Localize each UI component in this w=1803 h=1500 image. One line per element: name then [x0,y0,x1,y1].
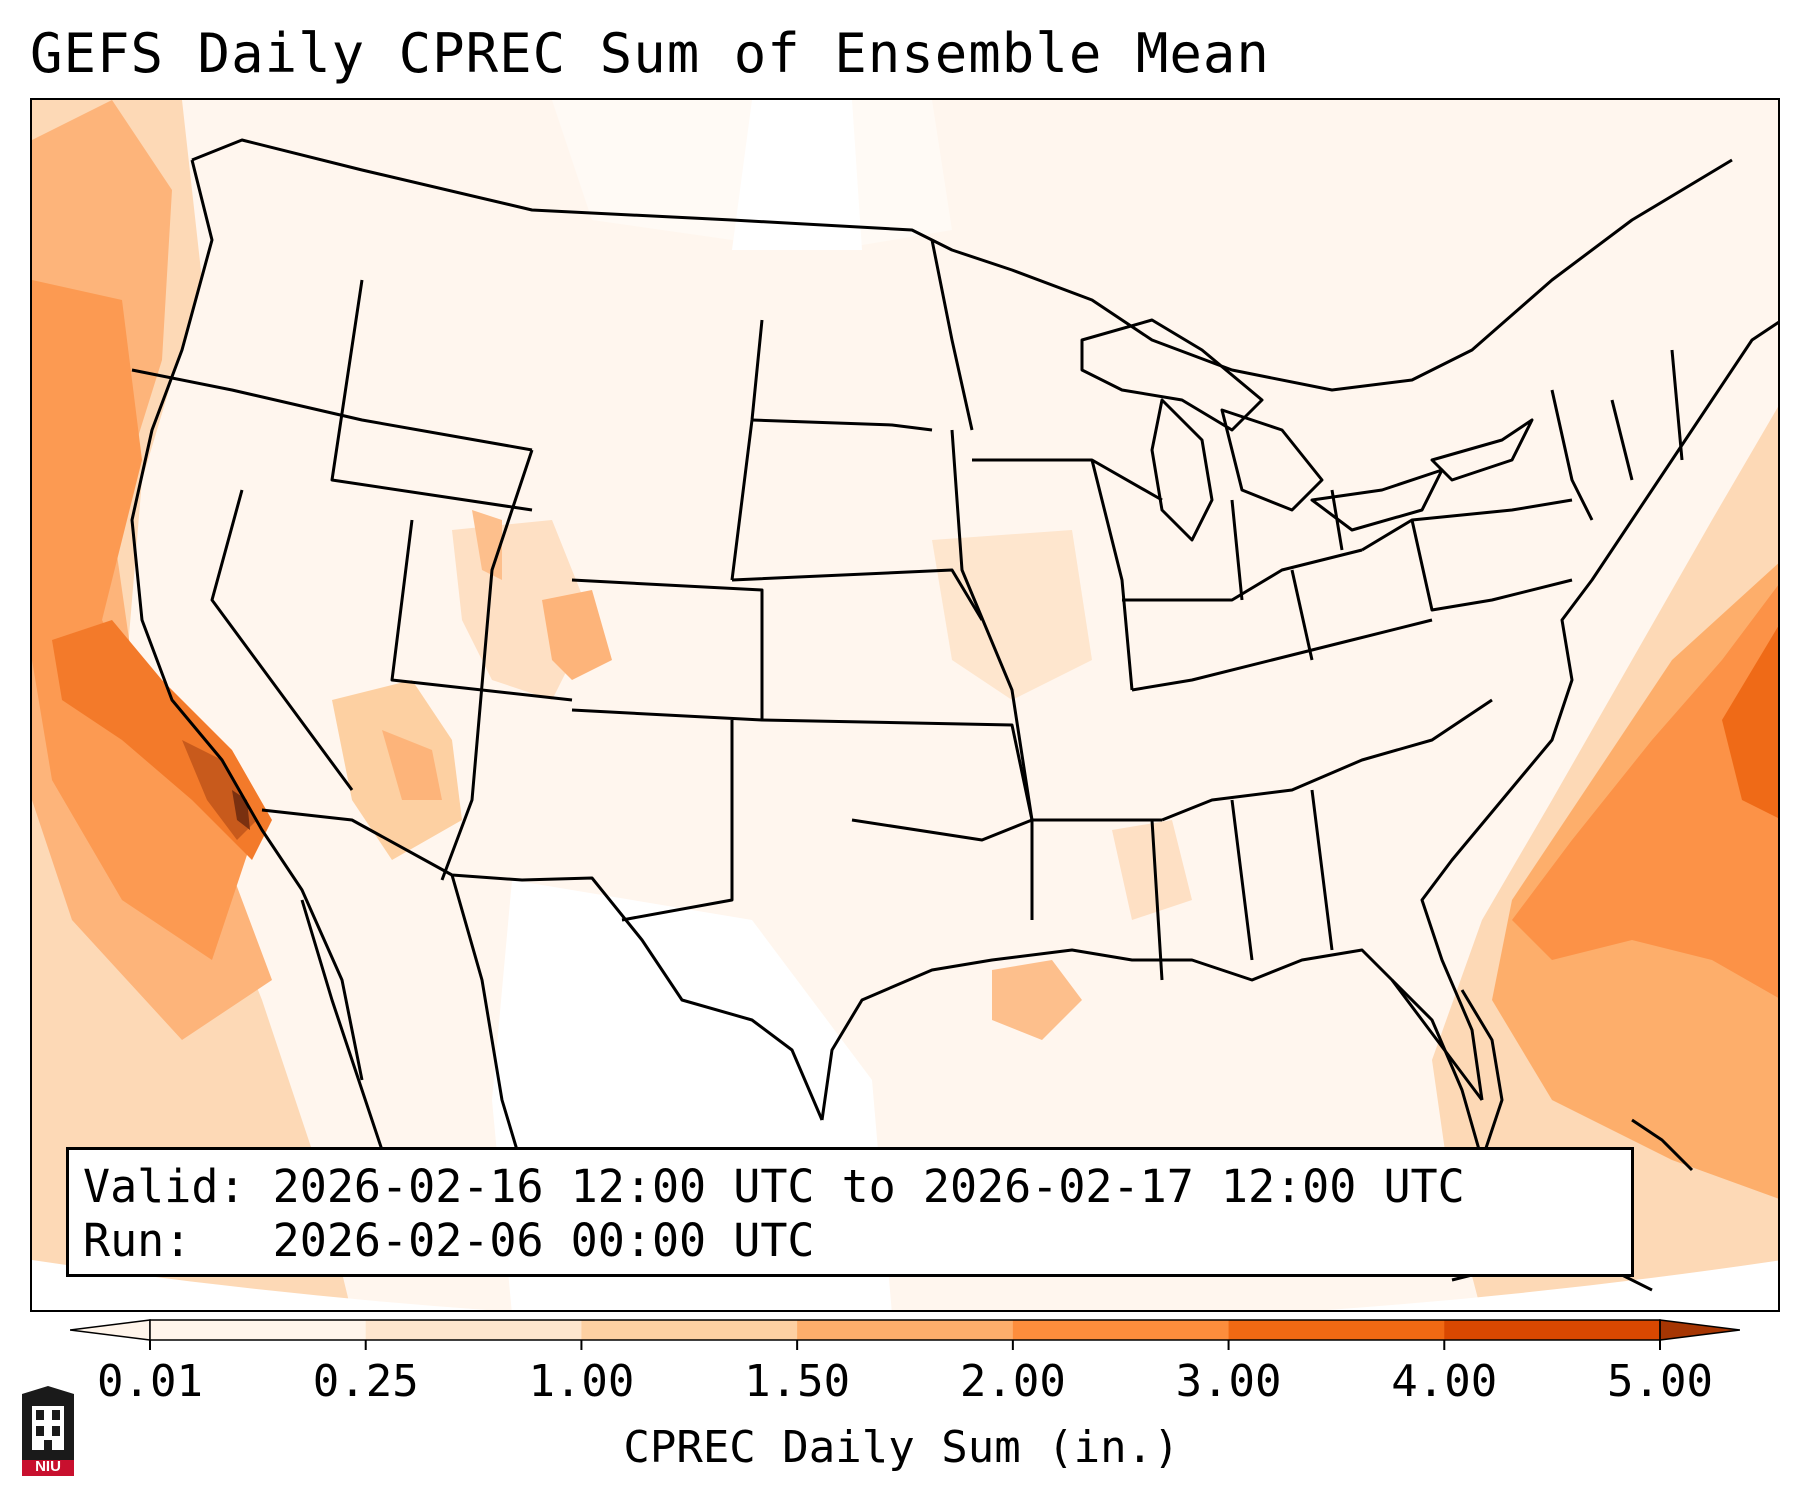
colorbar-extend-low [70,1319,151,1341]
colorbar-segment [1444,1320,1661,1340]
valid-value: 2026-02-16 12:00 UTC to 2026-02-17 12:00… [272,1160,1465,1213]
logo-text: NIU [35,1458,61,1475]
colorbar-label: CPREC Daily Sum (in.) [623,1422,1180,1473]
niu-tower-icon [22,1386,74,1476]
valid-label: Valid: [83,1160,246,1213]
colorbar-segment [150,1320,367,1340]
run-value: 2026-02-06 00:00 UTC [272,1214,815,1267]
colorbar-tick-label: 2.00 [959,1356,1066,1407]
colorbar-segment [1012,1320,1230,1340]
colorbar-segment [581,1320,798,1340]
colorbar-tick-label: 1.50 [744,1356,851,1407]
map-panel [30,98,1780,1312]
colorbar-segment [797,1320,1014,1340]
colorbar-extend-high [1659,1319,1740,1341]
colorbar-outline [149,1319,1661,1341]
precip-field [32,100,1778,1310]
run-label: Run: [83,1214,192,1267]
colorbar-tick-label: 0.25 [312,1356,419,1407]
colorbar [70,1319,1740,1350]
colorbar-tick-label: 4.00 [1391,1356,1498,1407]
colorbar-tick-label: 0.01 [97,1356,203,1407]
colorbar-tick-label: 1.00 [528,1356,635,1407]
colorbar-segment [1228,1320,1445,1340]
valid-run-info-box: Valid: 2026-02-16 12:00 UTC to 2026-02-1… [66,1147,1634,1277]
colorbar-tick-label: 3.00 [1175,1356,1282,1407]
map-title: GEFS Daily CPREC Sum of Ensemble Mean [30,22,1270,85]
colorbar-tick-label: 5.00 [1607,1356,1713,1407]
precip-map [32,100,1778,1310]
colorbar-segment [365,1320,582,1340]
